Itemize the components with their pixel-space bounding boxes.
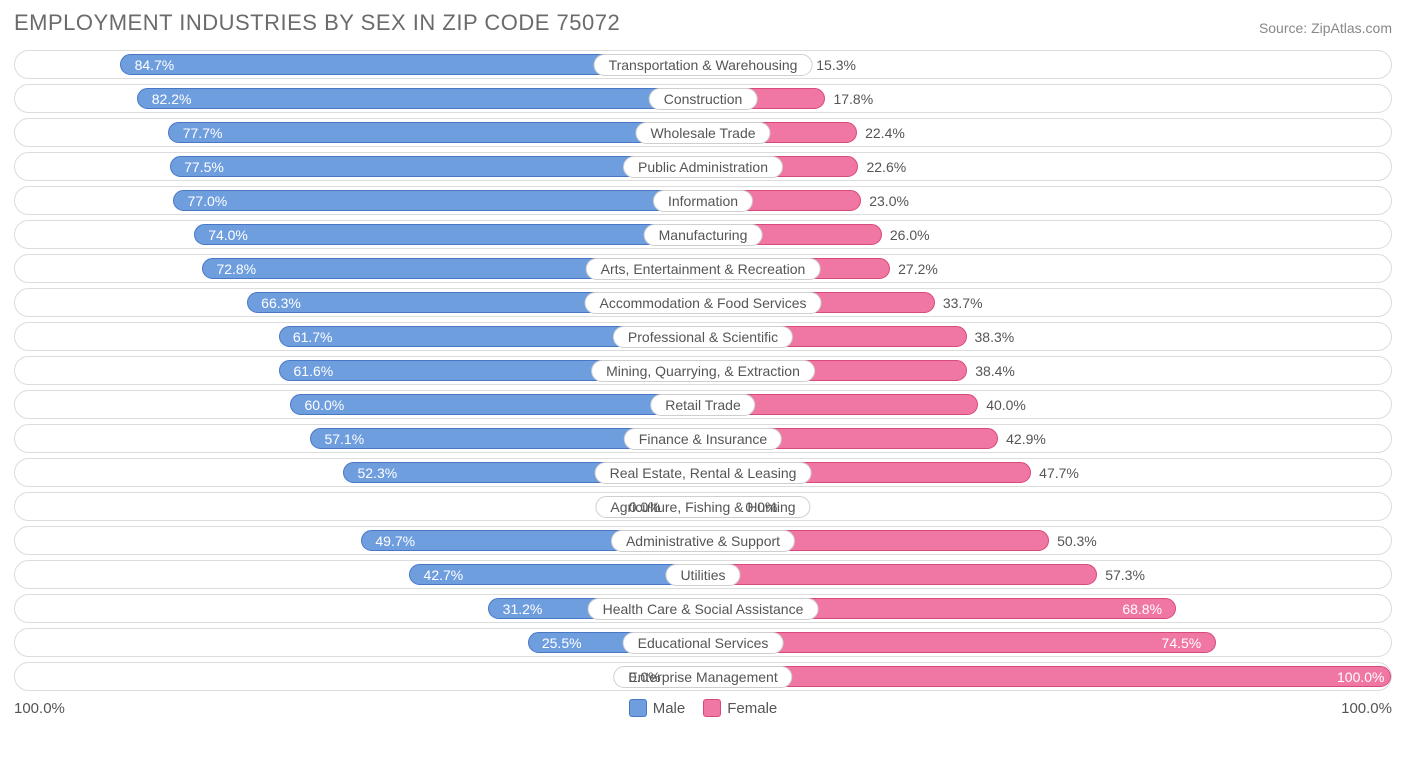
chart-row: Administrative & Support 49.7% 50.3%: [14, 526, 1392, 555]
legend-male-swatch: [629, 699, 647, 717]
chart-row: Agriculture, Fishing & Hunting0.0% 0.0%: [14, 492, 1392, 521]
male-pct-label: 61.7%: [293, 329, 333, 345]
category-label: Utilities: [665, 564, 740, 586]
chart-rows: Transportation & Warehousing 84.7% 15.3% Co…: [14, 50, 1392, 691]
chart-row: Information 77.0% 23.0%: [14, 186, 1392, 215]
female-pct-label: 0.0%: [745, 499, 777, 515]
female-pct-label: 27.2%: [898, 261, 938, 277]
category-label: Real Estate, Rental & Leasing: [595, 462, 812, 484]
chart-row: Finance & Insurance 57.1% 42.9%: [14, 424, 1392, 453]
legend-male: Male: [629, 699, 686, 717]
chart-row: Retail Trade 60.0% 40.0%: [14, 390, 1392, 419]
female-pct-label: 22.6%: [866, 159, 906, 175]
category-label: Arts, Entertainment & Recreation: [586, 258, 821, 280]
male-pct-label: 77.5%: [184, 159, 224, 175]
category-label: Accommodation & Food Services: [585, 292, 822, 314]
legend: Male Female: [629, 699, 778, 717]
female-pct-label: 68.8%: [1122, 601, 1162, 617]
chart-row: Construction 82.2% 17.8%: [14, 84, 1392, 113]
chart-row: Public Administration 77.5% 22.6%: [14, 152, 1392, 181]
male-pct-label: 84.7%: [135, 57, 175, 73]
chart-row: Transportation & Warehousing 84.7% 15.3%: [14, 50, 1392, 79]
female-pct-label: 74.5%: [1162, 635, 1202, 651]
category-label: Retail Trade: [650, 394, 755, 416]
male-pct-label: 0.0%: [629, 499, 661, 515]
female-pct-label: 100.0%: [1337, 669, 1384, 685]
category-label: Transportation & Warehousing: [594, 54, 813, 76]
female-pct-label: 47.7%: [1039, 465, 1079, 481]
female-pct-label: 38.4%: [975, 363, 1015, 379]
legend-female-swatch: [703, 699, 721, 717]
male-pct-label: 72.8%: [216, 261, 256, 277]
chart-row: Educational Services 25.5% 74.5%: [14, 628, 1392, 657]
male-pct-label: 31.2%: [503, 601, 543, 617]
male-bar: [290, 394, 703, 415]
female-pct-label: 15.3%: [816, 57, 856, 73]
legend-female-label: Female: [727, 700, 777, 717]
legend-male-label: Male: [653, 700, 686, 717]
male-pct-label: 61.6%: [294, 363, 334, 379]
male-bar: [137, 88, 703, 109]
category-label: Mining, Quarrying, & Extraction: [591, 360, 815, 382]
female-pct-label: 40.0%: [986, 397, 1026, 413]
legend-female: Female: [703, 699, 777, 717]
chart-row: Manufacturing 74.0% 26.0%: [14, 220, 1392, 249]
female-pct-label: 38.3%: [975, 329, 1015, 345]
chart-footer: 100.0% Male Female 100.0%: [14, 699, 1392, 717]
female-bar: [703, 564, 1097, 585]
category-label: Health Care & Social Assistance: [588, 598, 819, 620]
category-label: Professional & Scientific: [613, 326, 793, 348]
male-bar: [194, 224, 703, 245]
axis-left-label: 100.0%: [14, 700, 65, 717]
category-label: Public Administration: [623, 156, 783, 178]
male-pct-label: 0.0%: [629, 669, 661, 685]
chart-row: Wholesale Trade 77.7% 22.4%: [14, 118, 1392, 147]
male-bar: [173, 190, 703, 211]
female-pct-label: 17.8%: [833, 91, 873, 107]
chart-row: Health Care & Social Assistance 31.2% 68.8…: [14, 594, 1392, 623]
chart-row: Real Estate, Rental & Leasing 52.3% 47.7%: [14, 458, 1392, 487]
chart-title: EMPLOYMENT INDUSTRIES BY SEX IN ZIP CODE…: [14, 10, 620, 36]
chart-row: Accommodation & Food Services 66.3% 33.7%: [14, 288, 1392, 317]
category-label: Construction: [649, 88, 758, 110]
male-pct-label: 60.0%: [305, 397, 345, 413]
female-pct-label: 22.4%: [865, 125, 905, 141]
female-bar: [703, 666, 1391, 687]
chart-row: Mining, Quarrying, & Extraction 61.6% 38.4…: [14, 356, 1392, 385]
male-pct-label: 49.7%: [375, 533, 415, 549]
male-pct-label: 82.2%: [152, 91, 192, 107]
male-pct-label: 77.0%: [188, 193, 228, 209]
chart-row: Professional & Scientific 61.7% 38.3%: [14, 322, 1392, 351]
category-label: Wholesale Trade: [635, 122, 770, 144]
male-bar: [168, 122, 703, 143]
male-pct-label: 42.7%: [424, 567, 464, 583]
female-pct-label: 50.3%: [1057, 533, 1097, 549]
female-pct-label: 42.9%: [1006, 431, 1046, 447]
male-pct-label: 57.1%: [324, 431, 364, 447]
female-pct-label: 57.3%: [1105, 567, 1145, 583]
category-label: Information: [653, 190, 753, 212]
axis-right-label: 100.0%: [1341, 700, 1392, 717]
male-pct-label: 77.7%: [183, 125, 223, 141]
male-pct-label: 74.0%: [208, 227, 248, 243]
chart-row: Arts, Entertainment & Recreation 72.8% 27.…: [14, 254, 1392, 283]
chart-row: Utilities 42.7% 57.3%: [14, 560, 1392, 589]
chart-source: Source: ZipAtlas.com: [1259, 20, 1392, 36]
chart-header: EMPLOYMENT INDUSTRIES BY SEX IN ZIP CODE…: [14, 10, 1392, 36]
category-label: Administrative & Support: [611, 530, 795, 552]
category-label: Finance & Insurance: [624, 428, 782, 450]
category-label: Educational Services: [623, 632, 784, 654]
male-pct-label: 25.5%: [542, 635, 582, 651]
chart-row: Enterprise Management0.0%100.0%: [14, 662, 1392, 691]
category-label: Agriculture, Fishing & Hunting: [595, 496, 810, 518]
female-pct-label: 33.7%: [943, 295, 983, 311]
female-pct-label: 23.0%: [869, 193, 909, 209]
female-pct-label: 26.0%: [890, 227, 930, 243]
category-label: Manufacturing: [644, 224, 763, 246]
male-pct-label: 52.3%: [357, 465, 397, 481]
male-pct-label: 66.3%: [261, 295, 301, 311]
